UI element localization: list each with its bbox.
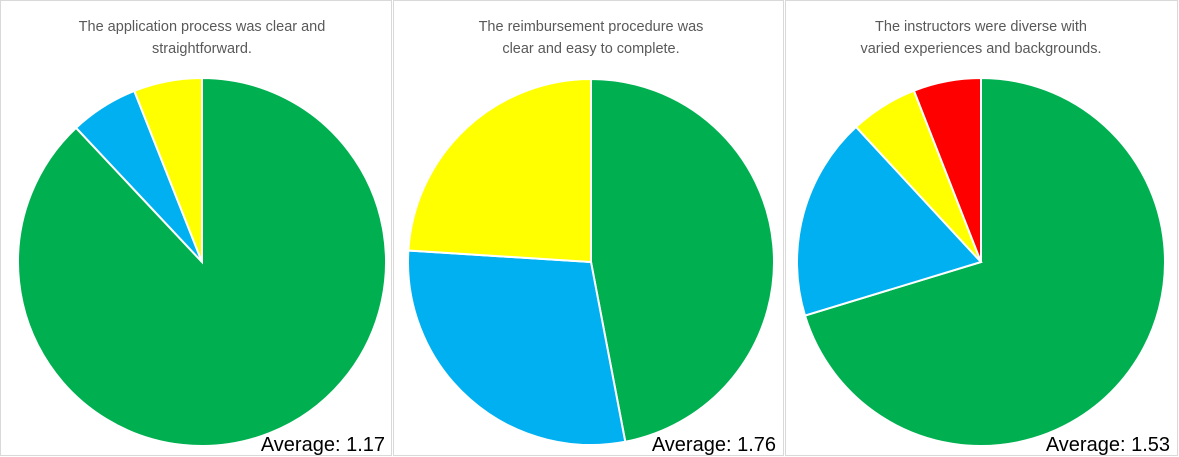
chart-title: The application process was clear and: [79, 19, 326, 35]
chart-title: clear and easy to complete.: [502, 41, 679, 57]
annotation: Average: 1.53: [1046, 434, 1170, 456]
pie-slice: [407, 249, 627, 446]
annotation: Average: 1.76: [652, 434, 776, 456]
pie-slice: [803, 76, 1166, 447]
panel: [393, 0, 784, 456]
pie-slice: [132, 76, 203, 263]
chart-title: straightforward.: [152, 41, 252, 57]
chart-title: varied experiences and backgrounds.: [860, 41, 1101, 57]
pie-slice: [912, 76, 982, 263]
annotation: Average: 1.17: [261, 434, 385, 456]
panel: [785, 0, 1178, 456]
chart-title: The reimbursement procedure was: [479, 19, 704, 35]
pie-slice: [590, 77, 775, 443]
chart-title: The instructors were diverse with: [875, 19, 1087, 35]
panel: [0, 0, 392, 456]
pie-slice: [796, 125, 983, 317]
pie-slice: [407, 77, 592, 264]
